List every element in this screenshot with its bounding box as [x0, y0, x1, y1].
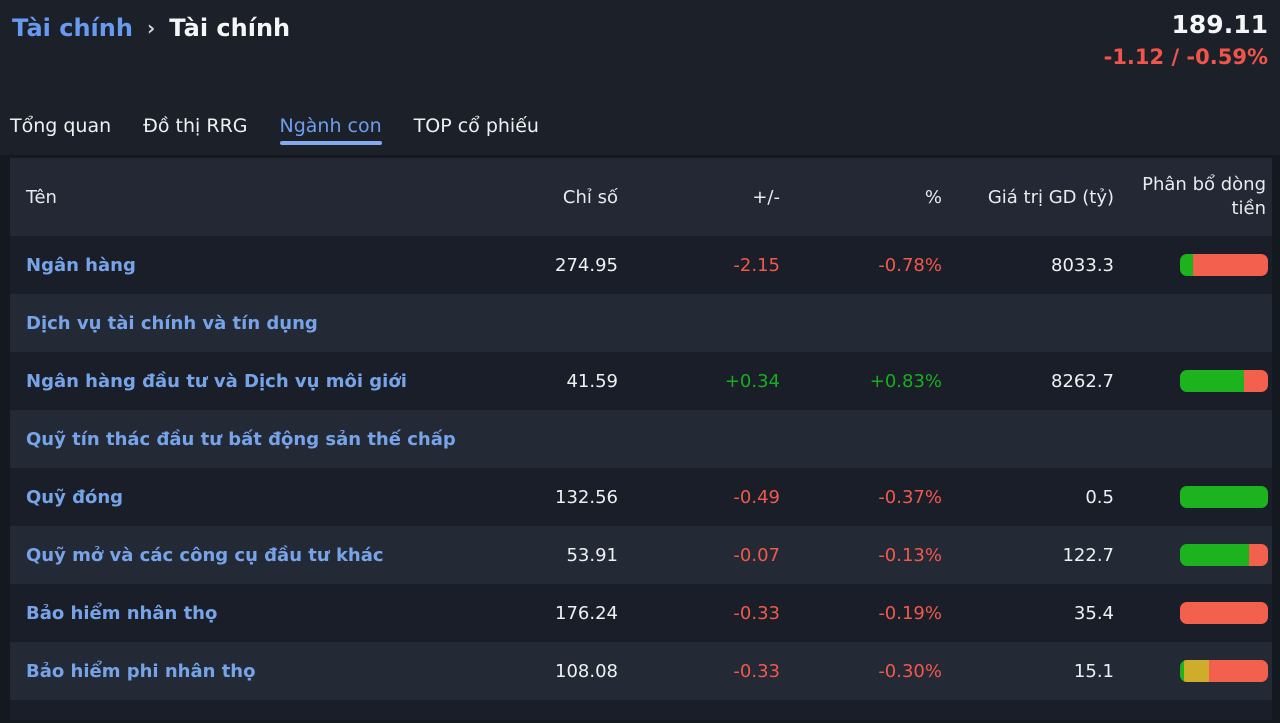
percent-cell: -0.78% [878, 254, 942, 276]
index-value: 189.11 [1171, 10, 1268, 39]
gd-value-cell: 8262.7 [1051, 370, 1114, 392]
tab-nganh-con[interactable]: Ngành con [279, 115, 382, 145]
page-header: Tài chính › Tài chính 189.11 -1.12 / -0.… [0, 0, 1280, 155]
percent-cell: +0.83% [869, 370, 942, 392]
table-header-row: Tên Chỉ số +/- % Giá trị GD (tỷ) Phân bổ… [10, 158, 1272, 236]
sector-link[interactable]: Bảo hiểm nhân thọ [26, 602, 218, 624]
index-quote: 189.11 -1.12 / -0.59% [1104, 8, 1268, 73]
col-header-ten: Tên [26, 186, 57, 208]
tab-bar: Tổng quan Đồ thị RRG Ngành con TOP cổ ph… [10, 115, 539, 145]
index-cell: 176.24 [555, 602, 618, 624]
gd-value-cell: 35.4 [1073, 602, 1114, 624]
table-row-partial [10, 700, 1272, 720]
col-header-chi-so: Chỉ số [562, 186, 618, 208]
change-cell: -0.33 [733, 660, 780, 682]
table-row[interactable]: Quỹ tín thác đầu tư bất động sản thế chấ… [10, 410, 1272, 468]
percent-cell: -0.19% [878, 602, 942, 624]
sector-link[interactable]: Ngân hàng đầu tư và Dịch vụ môi giới [26, 370, 407, 392]
change-cell: -2.15 [733, 254, 780, 276]
sector-link[interactable]: Dịch vụ tài chính và tín dụng [26, 312, 318, 334]
tab-top-co-phieu[interactable]: TOP cổ phiếu [413, 115, 539, 137]
money-flow-bar [1180, 428, 1268, 450]
percent-cell: -0.37% [878, 486, 942, 508]
gd-value-cell: 122.7 [1062, 544, 1114, 566]
col-header-gia-tri-gd: Giá trị GD (tỷ) [987, 186, 1114, 208]
index-cell: 274.95 [555, 254, 618, 276]
sector-link[interactable]: Ngân hàng [26, 254, 136, 276]
gd-value-cell: 8033.3 [1051, 254, 1114, 276]
index-cell: 132.56 [555, 486, 618, 508]
col-header-phan-bo-dong-tien: Phân bổ dòng tiền [1142, 173, 1266, 219]
money-flow-bar [1180, 660, 1268, 682]
money-flow-bar [1180, 602, 1268, 624]
page-title: Tài chính [169, 14, 291, 42]
sector-link[interactable]: Quỹ đóng [26, 486, 124, 508]
index-cell: 41.59 [566, 370, 618, 392]
col-header-change: +/- [752, 186, 780, 208]
index-cell: 53.91 [566, 544, 618, 566]
sector-link[interactable]: Bảo hiểm phi nhân thọ [26, 660, 256, 682]
breadcrumb: Tài chính › Tài chính [12, 14, 1268, 42]
tab-do-thi-rrg[interactable]: Đồ thị RRG [143, 115, 248, 137]
index-change: -1.12 / -0.59% [1103, 44, 1268, 69]
sector-link[interactable]: Quỹ tín thác đầu tư bất động sản thế chấ… [26, 428, 456, 450]
table-row[interactable]: Bảo hiểm nhân thọ 176.24 -0.33 -0.19% 35… [10, 584, 1272, 642]
money-flow-bar [1180, 312, 1268, 334]
table-row[interactable]: Ngân hàng đầu tư và Dịch vụ môi giới 41.… [10, 352, 1272, 410]
change-cell: -0.07 [733, 544, 780, 566]
change-cell: +0.34 [724, 370, 780, 392]
table-row[interactable]: Quỹ mở và các công cụ đầu tư khác 53.91 … [10, 526, 1272, 584]
table-row[interactable]: Bảo hiểm phi nhân thọ 108.08 -0.33 -0.30… [10, 642, 1272, 700]
gd-value-cell: 15.1 [1073, 660, 1114, 682]
table-row[interactable]: Quỹ đóng 132.56 -0.49 -0.37% 0.5 [10, 468, 1272, 526]
change-cell: -0.49 [733, 486, 780, 508]
col-header-percent: % [924, 186, 942, 208]
change-cell: -0.33 [733, 602, 780, 624]
money-flow-bar [1180, 370, 1268, 392]
table-row[interactable]: Dịch vụ tài chính và tín dụng [10, 294, 1272, 352]
breadcrumb-parent-link[interactable]: Tài chính [12, 14, 133, 42]
gd-value-cell: 0.5 [1085, 486, 1114, 508]
percent-cell: -0.30% [878, 660, 942, 682]
money-flow-bar [1180, 486, 1268, 508]
table-row[interactable]: Ngân hàng 274.95 -2.15 -0.78% 8033.3 [10, 236, 1272, 294]
sub-sector-table: Tên Chỉ số +/- % Giá trị GD (tỷ) Phân bổ… [10, 158, 1272, 720]
percent-cell: -0.13% [878, 544, 942, 566]
index-cell: 108.08 [555, 660, 618, 682]
chevron-right-icon: › [146, 16, 156, 40]
money-flow-bar [1180, 254, 1268, 276]
sector-link[interactable]: Quỹ mở và các công cụ đầu tư khác [26, 544, 384, 566]
tab-tong-quan[interactable]: Tổng quan [10, 115, 112, 137]
money-flow-bar [1180, 544, 1268, 566]
